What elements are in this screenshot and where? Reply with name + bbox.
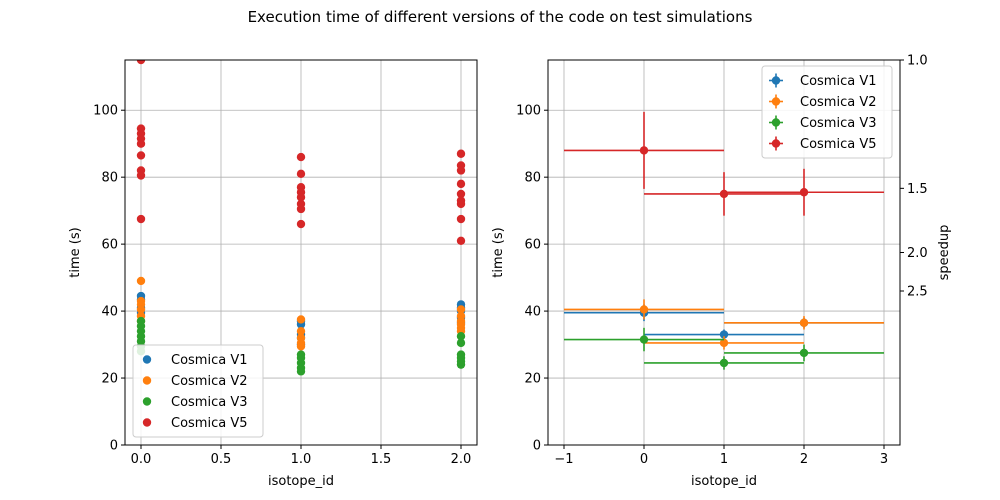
errorbar-point [719, 358, 729, 368]
legend-label: Cosmica V5 [171, 416, 248, 431]
scatter-point [456, 331, 466, 341]
scatter-point [296, 219, 306, 229]
x-tick-label: 0 [640, 452, 648, 467]
x-tick-label: 1 [720, 452, 728, 467]
legend-marker [142, 418, 152, 427]
scatter-point [296, 342, 306, 351]
legend-label: Cosmica V2 [171, 374, 248, 389]
y-tick-label: 0 [533, 439, 541, 454]
errorbar-point [719, 330, 729, 339]
legend-label: Cosmica V5 [800, 137, 877, 152]
scatter-point [456, 199, 466, 209]
legend-marker [771, 97, 781, 106]
y-tick-label: 40 [524, 305, 541, 320]
scatter-point [296, 169, 306, 179]
y2-tick-label: 1.0 [907, 54, 928, 69]
legend: Cosmica V1 Cosmica V2 Cosmica V3 Cosmica V5 [132, 344, 264, 438]
scatter-point [456, 360, 466, 369]
y-tick-label: 40 [101, 305, 118, 320]
legend: Cosmica V1 Cosmica V2 Cosmica V3 Cosmica V5 [761, 65, 893, 159]
legend-label: Cosmica V1 [800, 74, 877, 89]
y-axis-label: time (s) [491, 227, 506, 277]
scatter-point [296, 326, 306, 336]
x-tick-label: 2.0 [451, 452, 472, 467]
y2-axis-label: speedup [937, 225, 952, 281]
y2-tick-label: 1.5 [907, 182, 928, 197]
x-axis-label: isotope_id [691, 474, 757, 489]
x-tick-label: −1 [554, 452, 573, 467]
data-layer [564, 111, 884, 370]
errorbar-point [639, 335, 649, 344]
errorbar-point [639, 305, 649, 314]
legend-box [132, 344, 264, 438]
legend-marker [142, 355, 152, 364]
scatter-point [456, 305, 466, 314]
y-tick-label: 60 [524, 238, 541, 253]
scatter-point [296, 367, 306, 376]
y-tick-label: 60 [101, 238, 118, 253]
scatter-point [296, 152, 306, 162]
errorbar-point [639, 146, 649, 155]
legend-label: Cosmica V3 [171, 395, 248, 410]
legend-marker [142, 397, 152, 406]
x-axis-label: isotope_id [268, 474, 334, 489]
scatter-point [136, 60, 146, 65]
legend-marker [771, 139, 781, 148]
legend-label: Cosmica V1 [171, 353, 248, 368]
scatter-point [296, 193, 306, 202]
x-tick-label: 0.0 [131, 452, 152, 467]
legend-box [761, 65, 893, 159]
y-tick-label: 0 [110, 439, 118, 454]
y2-tick-label: 2.5 [907, 285, 928, 300]
scatter-point [456, 338, 466, 348]
legend-label: Cosmica V3 [800, 116, 877, 131]
y-tick-label: 80 [101, 171, 118, 186]
scatter-point [136, 139, 146, 148]
scatter-point [456, 166, 466, 175]
scatter-point [456, 149, 466, 158]
y-tick-label: 100 [516, 104, 541, 119]
x-tick-label: 1.5 [371, 452, 392, 467]
data-layer [136, 60, 466, 376]
scatter-point [296, 315, 306, 324]
right-errorbar-panel: −1 0 1 2 3 0 20 40 60 80 100 isotope_id time (s) 1.0 1… [491, 54, 952, 490]
y-axis-label: time (s) [68, 227, 83, 277]
scatter-point [296, 204, 306, 214]
x-tick-label: 3 [880, 452, 888, 467]
x-tick-label: 0.5 [211, 452, 232, 467]
errorbar-point [719, 189, 729, 199]
legend-marker [771, 118, 781, 127]
scatter-point [136, 276, 146, 286]
legend-marker [142, 376, 152, 385]
y-tick-label: 20 [101, 372, 118, 387]
left-scatter-panel: 0.0 0.5 1.0 1.5 2.0 0 20 40 60 80 100 isotope_id tim… [68, 59, 478, 489]
y-tick-label: 100 [93, 104, 118, 119]
errorbar-point [799, 318, 809, 328]
errorbar-point [719, 338, 729, 348]
figure-title: Execution time of different versions of … [248, 8, 753, 26]
scatter-point [136, 171, 146, 180]
scatter-point [456, 236, 466, 245]
scatter-point [136, 305, 146, 314]
scatter-point [456, 214, 466, 224]
legend-label: Cosmica V2 [800, 95, 877, 110]
errorbar-point [799, 188, 809, 197]
errorbar-point [799, 348, 809, 358]
x-tick-label: 1.0 [291, 452, 312, 467]
y2-tick-label: 2.0 [907, 246, 928, 261]
x-tick-label: 2 [800, 452, 808, 467]
legend-marker [771, 76, 781, 85]
scatter-point [456, 189, 466, 199]
scatter-point [456, 179, 466, 189]
scatter-point [136, 214, 146, 224]
y-tick-label: 20 [524, 372, 541, 387]
y-tick-label: 80 [524, 171, 541, 186]
scatter-point [136, 151, 146, 160]
